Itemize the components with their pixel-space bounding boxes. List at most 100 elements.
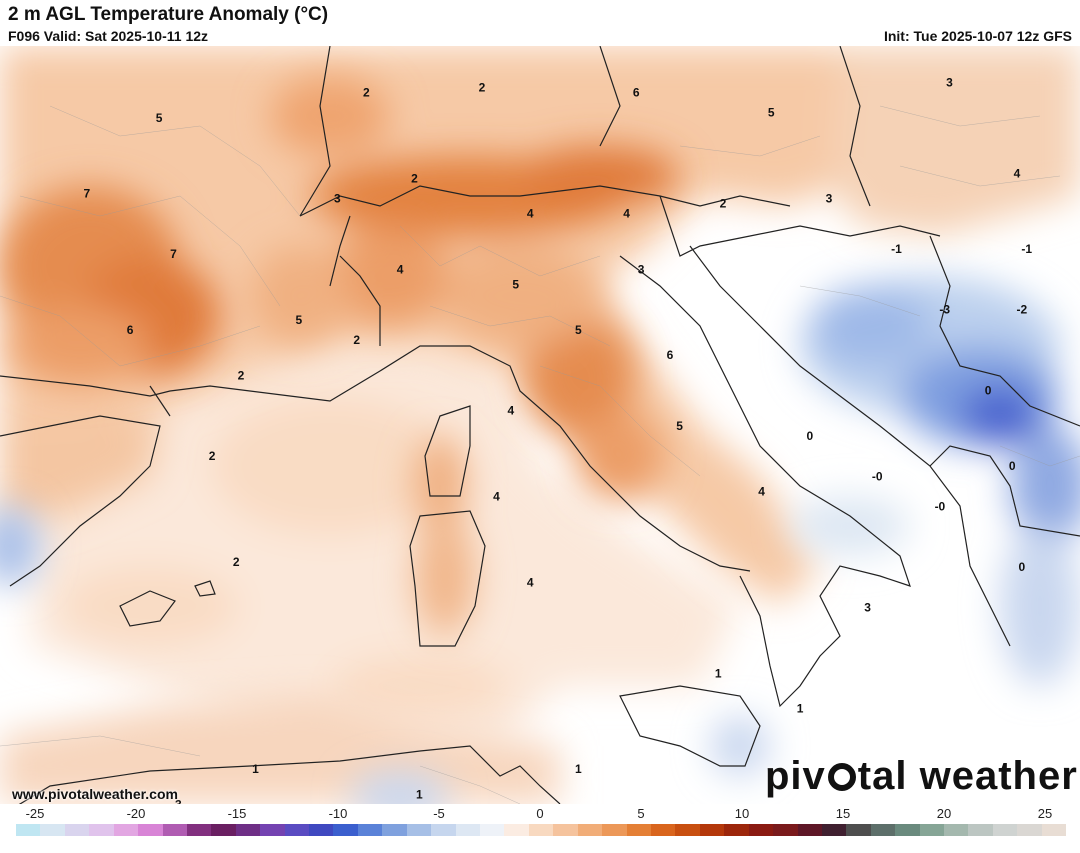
contour-label: 2 (233, 555, 240, 569)
contour-label: 7 (170, 247, 177, 261)
contour-label: 4 (493, 490, 500, 504)
contour-label: -1 (1021, 242, 1032, 256)
contour-label: 5 (512, 277, 519, 291)
brand-text-left: piv (765, 754, 826, 798)
contour-label: 5 (295, 313, 302, 327)
colorbar-swatch (186, 824, 212, 836)
colorbar-swatch (64, 824, 90, 836)
colorbar-tick-label: -20 (126, 806, 146, 821)
colorbar-tick-label: -15 (227, 806, 247, 821)
contour-label: 0 (985, 383, 992, 397)
contour-label: 1 (797, 702, 804, 716)
colorbar-swatch (333, 824, 358, 836)
colorbar-strip (16, 824, 1067, 836)
colorbar-swatch (944, 824, 969, 836)
contour-label: 5 (676, 419, 683, 433)
colorbar-swatch (821, 824, 847, 836)
map-canvas: 5 2 2 6 5 3 2 7 3 7 4 4 4 2 3 4 6 5 2 5 3 -1 -1 5 6 -3 -2 2 4 0 5 0 2 -0 0… (0, 46, 1080, 804)
colorbar-tick-label: 15 (835, 806, 851, 821)
contour-label: 1 (575, 762, 582, 776)
colorbar-swatch (89, 824, 114, 836)
contour-label: 1 (252, 762, 259, 776)
colorbar-swatch (650, 824, 676, 836)
contour-label: 3 (175, 798, 182, 804)
gear-icon (827, 763, 856, 791)
colorbar-swatch (431, 824, 456, 836)
colorbar-swatch (260, 824, 285, 836)
colorbar-swatch (1017, 824, 1042, 836)
contour-label: 4 (527, 575, 534, 589)
init-time: Init: Tue 2025-10-07 12z GFS (883, 28, 1072, 44)
colorbar-tick-label: 0 (536, 806, 544, 821)
colorbar-swatch (919, 824, 945, 836)
colorbar-swatch (602, 824, 627, 836)
colorbar-swatch (528, 824, 554, 836)
map-title: 2 m AGL Temperature Anomaly (°C) (8, 4, 329, 25)
contour-label: 2 (353, 333, 360, 347)
colorbar-swatch (455, 824, 481, 836)
colorbar-tick-label: -5 (433, 806, 445, 821)
colorbar-swatch (577, 824, 603, 836)
colorbar-swatch (138, 824, 163, 836)
colorbar: -25 -20 -15 -10 -5 0 5 10 15 20 25 (0, 804, 1080, 853)
colorbar-swatch (846, 824, 871, 836)
contour-label: 6 (633, 86, 640, 100)
colorbar-swatch (406, 824, 432, 836)
colorbar-swatch (235, 824, 261, 836)
colorbar-tick-label: -10 (328, 806, 348, 821)
contour-label: 3 (864, 601, 871, 615)
colorbar-swatch (553, 824, 578, 836)
colorbar-swatch (773, 824, 798, 836)
sea-anomaly-field (30, 336, 740, 746)
contour-label: 4 (758, 484, 765, 498)
colorbar-tick-label: 20 (936, 806, 952, 821)
colorbar-swatch (724, 824, 749, 836)
anomaly-map[interactable]: 5 2 2 6 5 3 2 7 3 7 4 4 4 2 3 4 6 5 2 5 3 -1 -1 5 6 -3 -2 2 4 0 5 0 2 -0 0… (0, 46, 1080, 804)
colorbar-swatch (211, 824, 236, 836)
valid-time: F096 Valid: Sat 2025-10-11 12z (8, 28, 209, 44)
colorbar-swatch (895, 824, 920, 836)
contour-label: 0 (1018, 560, 1025, 574)
colorbar-swatch (626, 824, 651, 836)
contour-label: 4 (527, 207, 534, 221)
colorbar-swatch (113, 824, 139, 836)
contour-label: 7 (83, 187, 90, 201)
colorbar-swatch (675, 824, 700, 836)
contour-label: 2 (209, 449, 216, 463)
coastlines (0, 46, 1080, 804)
contour-label: -3 (939, 303, 950, 317)
colorbar-swatch (480, 824, 505, 836)
contour-label: 2 (720, 197, 727, 211)
colorbar-swatch (357, 824, 383, 836)
colorbar-swatch (284, 824, 310, 836)
brand-logo: piv tal weather (765, 754, 1078, 799)
colorbar-tick-label: 25 (1037, 806, 1053, 821)
contour-label: 1 (416, 787, 423, 801)
colorbar-tick-label: 5 (637, 806, 645, 821)
contour-label: 4 (1014, 166, 1021, 180)
colorbar-swatch (968, 824, 993, 836)
colorbar-swatch (870, 824, 896, 836)
colorbar-swatch (382, 824, 407, 836)
contour-label: 4 (397, 262, 404, 276)
colorbar-swatch (16, 824, 41, 836)
website-label[interactable]: www.pivotalweather.com (12, 786, 178, 802)
contour-label: 2 (479, 80, 486, 94)
contour-label: 6 (667, 348, 674, 362)
brand-text-right: tal weather (857, 754, 1078, 798)
contour-label: 2 (411, 171, 418, 185)
contour-label: 5 (768, 106, 775, 120)
contour-label: 4 (508, 404, 515, 418)
contour-label: 2 (238, 368, 245, 382)
contour-labels: 5 2 2 6 5 3 2 7 3 7 4 4 4 2 3 4 6 5 2 5 3 -1 -1 5 6 -3 -2 2 4 0 5 0 2 -0 0… (83, 75, 1032, 804)
colorbar-ticks: -25 -20 -15 -10 -5 0 5 10 15 20 25 (0, 804, 1080, 822)
contour-label: 3 (334, 192, 341, 206)
colorbar-tick-label: -25 (25, 806, 45, 821)
colorbar-swatch (992, 824, 1018, 836)
contour-label: -0 (872, 469, 883, 483)
contour-label: 3 (946, 75, 953, 89)
colorbar-tick-label: 10 (734, 806, 750, 821)
colorbar-swatch (748, 824, 774, 836)
contour-label: 0 (1009, 459, 1016, 473)
contour-label: -2 (1016, 303, 1027, 317)
